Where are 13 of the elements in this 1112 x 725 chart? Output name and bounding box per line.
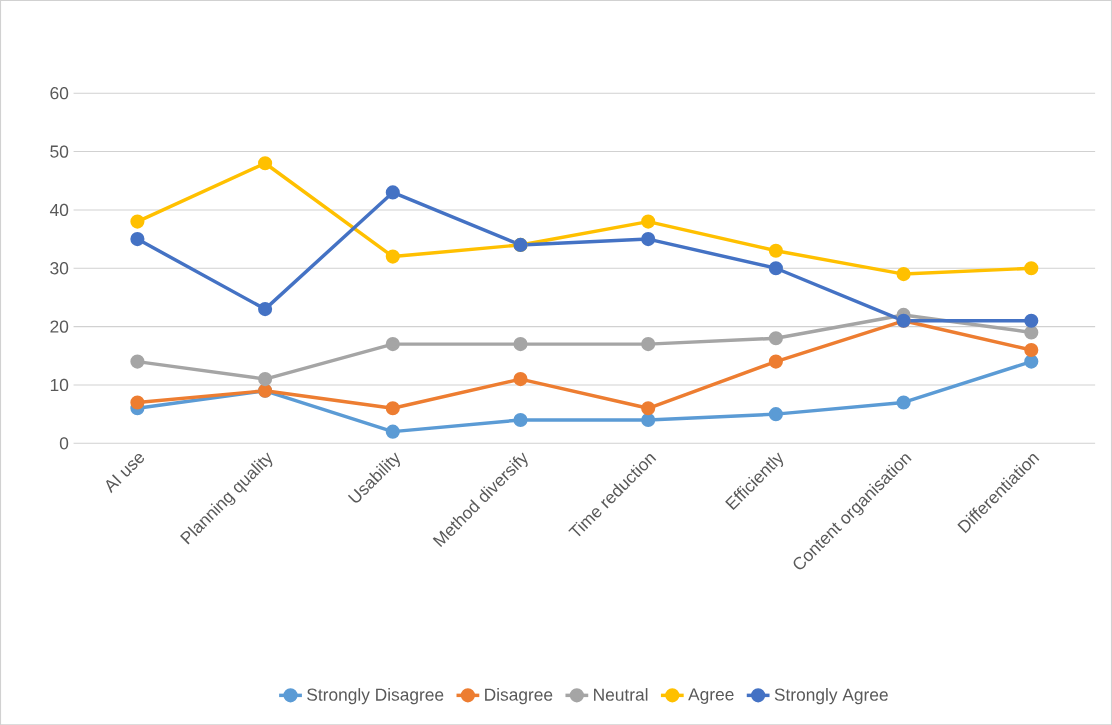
legend-label: Neutral: [594, 687, 648, 701]
y-tick-label: 20: [50, 320, 69, 333]
x-tick-label: AI use: [106, 453, 144, 494]
y-tick-label: 10: [50, 378, 69, 391]
y-tick-label: 0: [59, 437, 69, 450]
legend-label: Strongly Agree: [774, 687, 888, 705]
y-tick-label: 60: [50, 86, 69, 100]
legend-label: Agree: [688, 688, 734, 704]
y-tick-label: 50: [50, 145, 69, 158]
legend-label: Disagree: [485, 687, 553, 705]
legend-label: Strongly Disagree: [307, 687, 444, 705]
y-tick-label: 30: [50, 262, 69, 275]
y-tick-label: 40: [49, 203, 69, 216]
